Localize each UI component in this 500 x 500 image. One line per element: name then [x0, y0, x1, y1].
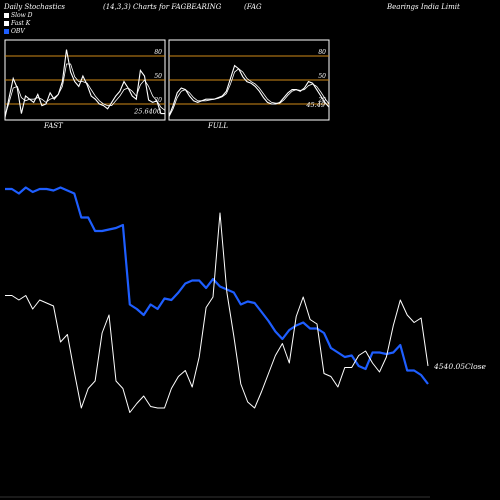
legend-item-fast-k: Fast K — [4, 20, 30, 27]
legend-label-fast-k: Fast K — [11, 20, 31, 27]
fast-series-slow-d — [4, 63, 166, 117]
company-name-part-1: (FAG — [244, 3, 262, 11]
full-value-label: 45.49 — [305, 101, 325, 109]
legend-swatch-fast-k — [4, 21, 9, 26]
fast-value-label: 25.6400 — [133, 107, 161, 115]
full-tick-label-80: 80 — [318, 49, 326, 56]
full-tick-label-50: 50 — [318, 73, 326, 80]
chart-title: Daily Stochastics — [4, 3, 66, 11]
legend-label-slow-d: Slow D — [11, 12, 33, 19]
fast-stochastic-panel: 80 50 20 25.6400 — [4, 39, 166, 121]
legend-item-slow-d: Slow D — [4, 12, 33, 19]
fast-panel-label: FAST — [44, 122, 63, 130]
legend-swatch-obv — [4, 29, 9, 34]
fast-tick-label-50: 50 — [154, 73, 162, 80]
legend-item-obv: OBV — [4, 28, 25, 35]
fast-tick-label-20: 20 — [153, 97, 162, 104]
legend-swatch-slow-d — [4, 13, 9, 18]
price-obv-panel: 4540.05Close — [0, 186, 487, 498]
full-tick-label-20: 20 — [317, 97, 326, 104]
close-value-label: 4540.05Close — [433, 362, 487, 371]
company-name-part-2: Bearings India Limit — [387, 3, 460, 11]
full-panel-label: FULL — [208, 122, 229, 130]
full-series-full-d — [168, 68, 330, 117]
main-series-obv — [5, 186, 429, 385]
fast-tick-label-80: 80 — [154, 49, 162, 56]
fast-series-fast-k — [4, 49, 165, 118]
main-series-price — [5, 212, 429, 413]
legend-label-obv: OBV — [11, 28, 25, 35]
chart-params: (14,3,3) Charts for FAGBEARING — [103, 3, 222, 11]
